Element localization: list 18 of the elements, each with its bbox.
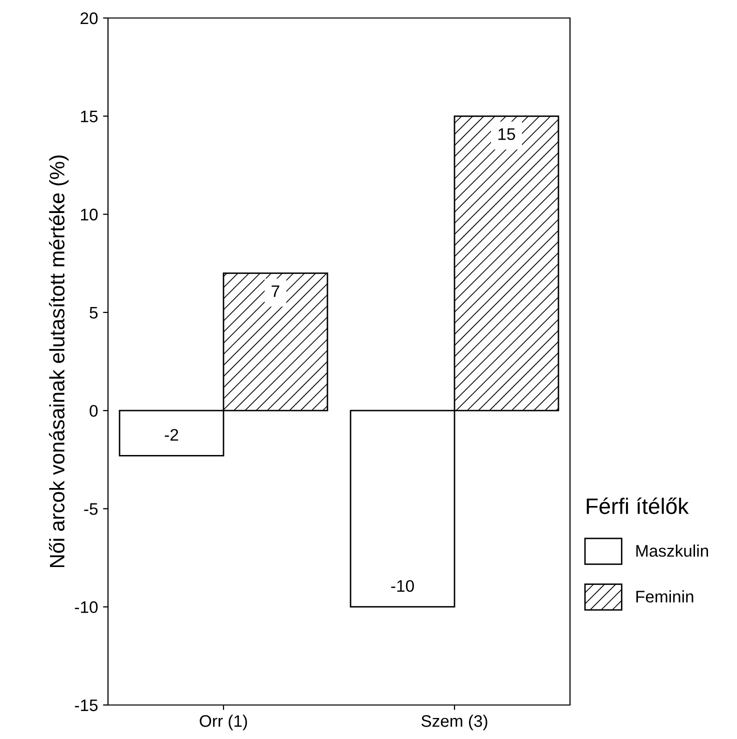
data-label: -2: [164, 428, 178, 441]
x-tick-label: Szem (3): [421, 714, 488, 730]
x-tick-label: Orr (1): [200, 714, 247, 730]
data-label: -10: [391, 580, 414, 592]
y-tick-label: -10: [74, 601, 98, 614]
y-tick-label: 0: [90, 404, 98, 417]
y-tick-label: 5: [90, 307, 98, 319]
y-tick-label: 15: [81, 110, 98, 122]
data-label: 15: [498, 128, 516, 140]
y-tick-label: 20: [80, 12, 98, 24]
data-label: 7: [272, 285, 280, 297]
y-axis-title: Női arcok vonásainak elutasított mértéke (%): [48, 156, 69, 568]
y-tick-label: -5: [84, 503, 98, 515]
legend-label: Maszkulin: [636, 544, 708, 557]
y-tick-label: 10: [81, 208, 98, 220]
legend-label: Feminin: [636, 590, 694, 603]
y-tick-label: -15: [74, 700, 98, 712]
legend-title: Férfi ítélők: [586, 497, 689, 514]
